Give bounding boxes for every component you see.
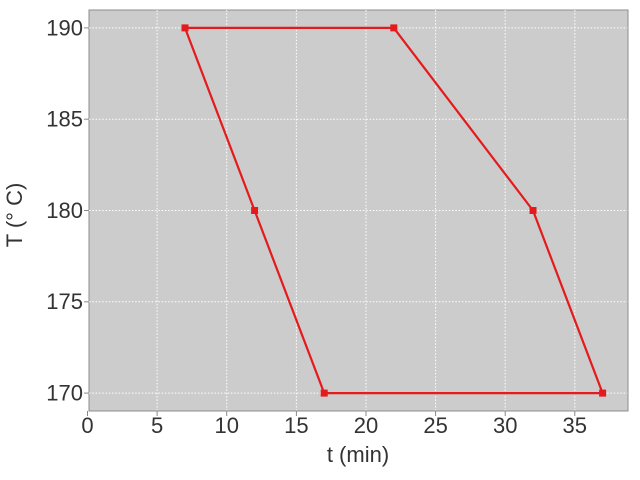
svg-text:5: 5 — [151, 413, 163, 438]
svg-text:30: 30 — [493, 413, 517, 438]
svg-text:175: 175 — [46, 289, 83, 314]
svg-text:35: 35 — [563, 413, 587, 438]
svg-text:20: 20 — [354, 413, 378, 438]
svg-text:180: 180 — [46, 198, 83, 223]
svg-text:185: 185 — [46, 107, 83, 132]
svg-text:170: 170 — [46, 381, 83, 406]
svg-text:190: 190 — [46, 15, 83, 40]
svg-text:25: 25 — [423, 413, 447, 438]
svg-text:t (min): t (min) — [327, 442, 389, 467]
svg-text:0: 0 — [81, 413, 93, 438]
svg-text:T (° C): T (° C) — [2, 183, 27, 248]
svg-text:10: 10 — [214, 413, 238, 438]
svg-text:15: 15 — [284, 413, 308, 438]
